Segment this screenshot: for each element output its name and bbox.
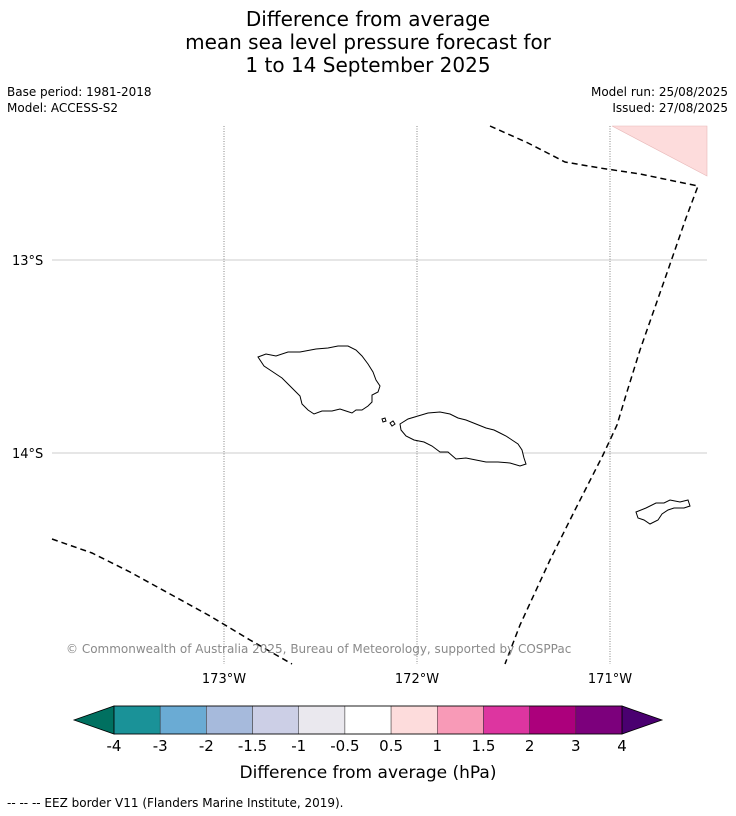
island-upolu	[399, 411, 527, 467]
colorbar-tick-label: -3	[153, 737, 168, 755]
colorbar-tick-label: 4	[617, 737, 627, 755]
copyright-text: © Commonwealth of Australia 2025, Bureau…	[66, 642, 571, 656]
colorbar-tick-label: -1.5	[238, 737, 267, 755]
colorbar-segment	[113, 705, 161, 735]
colorbar-title: Difference from average (hPa)	[240, 763, 497, 783]
base-period-text: Base period: 1981-2018	[7, 85, 152, 99]
colorbar: Difference from average (hPa) -4 -3 -2 -1.5…	[72, 705, 664, 783]
colorbar-segment	[206, 705, 253, 735]
colorbar-segment	[390, 705, 438, 735]
eez-border-samoa	[489, 125, 700, 665]
lon-label-171w: 171°W	[588, 672, 632, 687]
colorbar-tick-label: 1	[432, 737, 442, 755]
chart-title: Difference from average mean sea level p…	[0, 8, 736, 77]
island-savaii	[257, 345, 381, 415]
islet-apolima	[381, 417, 387, 423]
island-tutuila	[635, 499, 691, 525]
colorbar-tick-label: -4	[107, 737, 122, 755]
map-area: 13°S 14°S 173°W 172°W 171°W © Commonweal…	[12, 125, 708, 687]
anomaly-region	[611, 125, 708, 177]
issued-text: Issued: 27/08/2025	[612, 101, 728, 115]
lon-label-173w: 173°W	[202, 672, 246, 687]
model-run-text: Model run: 25/08/2025	[590, 85, 728, 99]
lon-label-172w: 172°W	[395, 672, 439, 687]
eez-border-tonga	[51, 538, 293, 665]
lat-label-13s: 13°S	[12, 254, 43, 269]
title-line-3: 1 to 14 September 2025	[245, 53, 491, 77]
colorbar-tick-label: 1.5	[472, 737, 496, 755]
metadata-right: Model run: 25/08/2025 Issued: 27/08/2025	[591, 84, 728, 116]
model-text: Model: ACCESS-S2	[7, 101, 119, 115]
colorbar-tick-label: -1	[291, 737, 306, 755]
colorbar-over-triangle	[621, 705, 664, 735]
metadata-left: Base period: 1981-2018 Model: ACCESS-S2	[7, 84, 152, 116]
colorbar-tick-label: -2	[199, 737, 214, 755]
lat-label-14s: 14°S	[12, 447, 43, 462]
colorbar-tick-label: 2	[525, 737, 535, 755]
colorbar-tick-label: -0.5	[330, 737, 359, 755]
eez-footnote: -- -- -- EEZ border V11 (Flanders Marine…	[7, 796, 344, 810]
colorbar-segment	[159, 705, 207, 735]
colorbar-segment	[298, 705, 346, 735]
colorbar-segment	[344, 705, 392, 735]
colorbar-tick-label: 0.5	[379, 737, 403, 755]
colorbar-outline	[113, 705, 623, 735]
colorbar-segment	[252, 705, 299, 735]
colorbar-segment	[437, 705, 484, 735]
colorbar-segment	[529, 705, 577, 735]
colorbar-segment	[483, 705, 530, 735]
title-line-2: mean sea level pressure forecast for	[185, 30, 551, 54]
colorbar-tick-label: 3	[571, 737, 581, 755]
islet-manono	[389, 420, 396, 427]
colorbar-under-triangle	[72, 705, 115, 735]
colorbar-segment	[575, 705, 623, 735]
title-line-1: Difference from average	[245, 7, 491, 31]
